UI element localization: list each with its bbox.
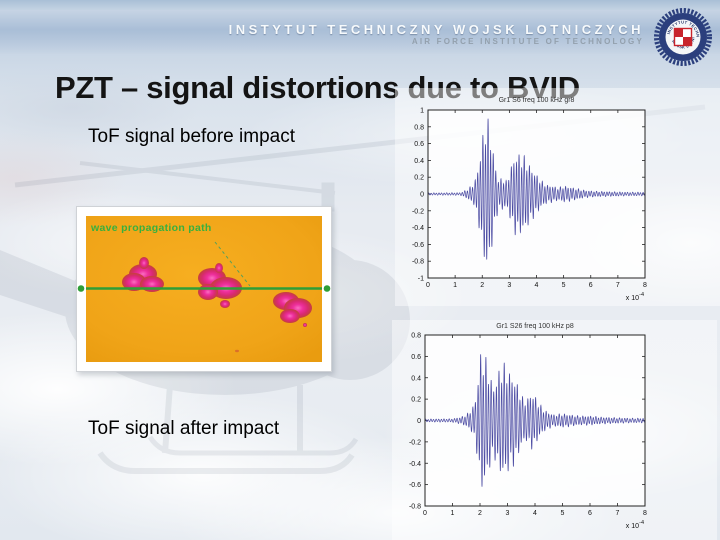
scan-annotation: wave propagation path <box>90 222 212 234</box>
y-tick-label: 0 <box>417 418 421 425</box>
axes-box <box>427 109 646 279</box>
y-tick-label: 0.6 <box>411 354 421 361</box>
scan-graphic: wave propagation path <box>77 216 331 362</box>
x-scale-exponent: -4 <box>639 292 644 298</box>
y-tick-label: 0 <box>420 192 424 199</box>
x-tick-label: 8 <box>643 282 647 289</box>
x-tick-label: 2 <box>478 510 482 517</box>
institute-name-en: AIR FORCE INSTITUTE OF TECHNOLOGY <box>411 37 644 47</box>
institute-name-pl: INSTYTUT TECHNICZNY WOJSK LOTNICZYCH <box>228 22 644 37</box>
x-scale-label: x 10 <box>626 295 639 302</box>
label-tof-after-impact: ToF signal after impact <box>88 418 280 439</box>
x-tick-label: 4 <box>535 282 539 289</box>
x-tick-label: 6 <box>589 282 593 289</box>
plot-title: Gr1 S6 freq 100 kHz gr8 <box>499 97 575 104</box>
y-tick-label: 0.2 <box>414 175 424 182</box>
x-tick-label: 4 <box>533 510 537 517</box>
plot-title: Gr1 S26 freq 100 kHz p8 <box>496 323 574 330</box>
header-band <box>0 10 720 54</box>
y-tick-label: -0.4 <box>412 225 424 232</box>
x-tick-label: 3 <box>506 510 510 517</box>
y-tick-label: -0.4 <box>409 461 421 468</box>
x-tick-label: 0 <box>426 282 430 289</box>
x-scale-exponent: -4 <box>639 520 644 526</box>
institute-logo: INSTYTUT TECHNICZNY WOJSK LOTNICZYCH <box>654 8 712 66</box>
y-tick-label: 1 <box>420 108 424 115</box>
y-tick-label: 0.6 <box>414 141 424 148</box>
institute-header: INSTYTUT TECHNICZNY WOJSK LOTNICZYCH AIR… <box>228 22 644 47</box>
x-tick-label: 8 <box>643 510 647 517</box>
y-tick-label: 0.4 <box>414 158 424 165</box>
x-tick-label: 7 <box>616 510 620 517</box>
x-tick-label: 3 <box>507 282 511 289</box>
y-tick-label: -1 <box>418 276 424 283</box>
x-tick-label: 5 <box>562 282 566 289</box>
sensor-dot-left <box>77 285 85 292</box>
signal-trace <box>424 353 646 487</box>
y-tick-label: 0.8 <box>411 333 421 340</box>
plot-before-impact: 0 1 2 3 4 5 6 7 8 1 0.8 0.6 0.4 0.2 0 -0.2 -0.4 -0.6 -0.8 -… <box>395 88 720 306</box>
y-tick-label: -0.2 <box>412 208 424 215</box>
landing-skid <box>97 451 355 474</box>
y-tick-label: -0.8 <box>412 259 424 266</box>
plot-after-impact: 0 1 2 3 4 5 6 7 8 0.8 0.6 0.4 0.2 0 -0.2 -0.4 -0.6 -0.8 Gr… <box>392 320 717 540</box>
y-tick-label: -0.6 <box>412 242 424 249</box>
signal-trace <box>427 118 646 260</box>
y-tick-label: -0.8 <box>409 504 421 511</box>
waveform-chart: 0 1 2 3 4 5 6 7 8 1 0.8 0.6 0.4 0.2 0 -0.2 -0.4 -0.6 -0.8 -… <box>412 97 647 302</box>
thermal-scan-image: wave propagation path <box>76 206 332 372</box>
damage-blob-1 <box>122 257 164 292</box>
tail-boom <box>0 250 85 323</box>
logo-sunburst <box>654 8 712 66</box>
damage-blob-3 <box>273 292 312 327</box>
x-tick-label: 7 <box>616 282 620 289</box>
y-tick-label: -0.6 <box>409 482 421 489</box>
axes-box <box>424 334 646 507</box>
waveform-chart: 0 1 2 3 4 5 6 7 8 0.8 0.6 0.4 0.2 0 -0.2 -0.4 -0.6 -0.8 Gr… <box>409 323 647 530</box>
y-tick-label: 0.4 <box>411 375 421 382</box>
scan-speckle <box>235 349 239 353</box>
y-tick-label: 0.2 <box>411 397 421 404</box>
x-tick-label: 1 <box>451 510 455 517</box>
slide-title: PZT – signal distortions due to BVID <box>55 69 580 105</box>
x-tick-label: 2 <box>480 282 484 289</box>
y-tick-label: 0.8 <box>414 124 424 131</box>
y-tick-label: -0.2 <box>409 439 421 446</box>
x-tick-label: 1 <box>453 282 457 289</box>
x-scale-label: x 10 <box>626 523 639 530</box>
label-tof-before-impact: ToF signal before impact <box>88 126 295 147</box>
x-tick-label: 5 <box>561 510 565 517</box>
checkerboard-icon <box>673 27 693 47</box>
rotor-blade <box>79 161 336 195</box>
x-tick-label: 6 <box>588 510 592 517</box>
top-strip <box>0 0 720 10</box>
sensor-dot-right <box>323 285 331 292</box>
x-tick-label: 0 <box>423 510 427 517</box>
